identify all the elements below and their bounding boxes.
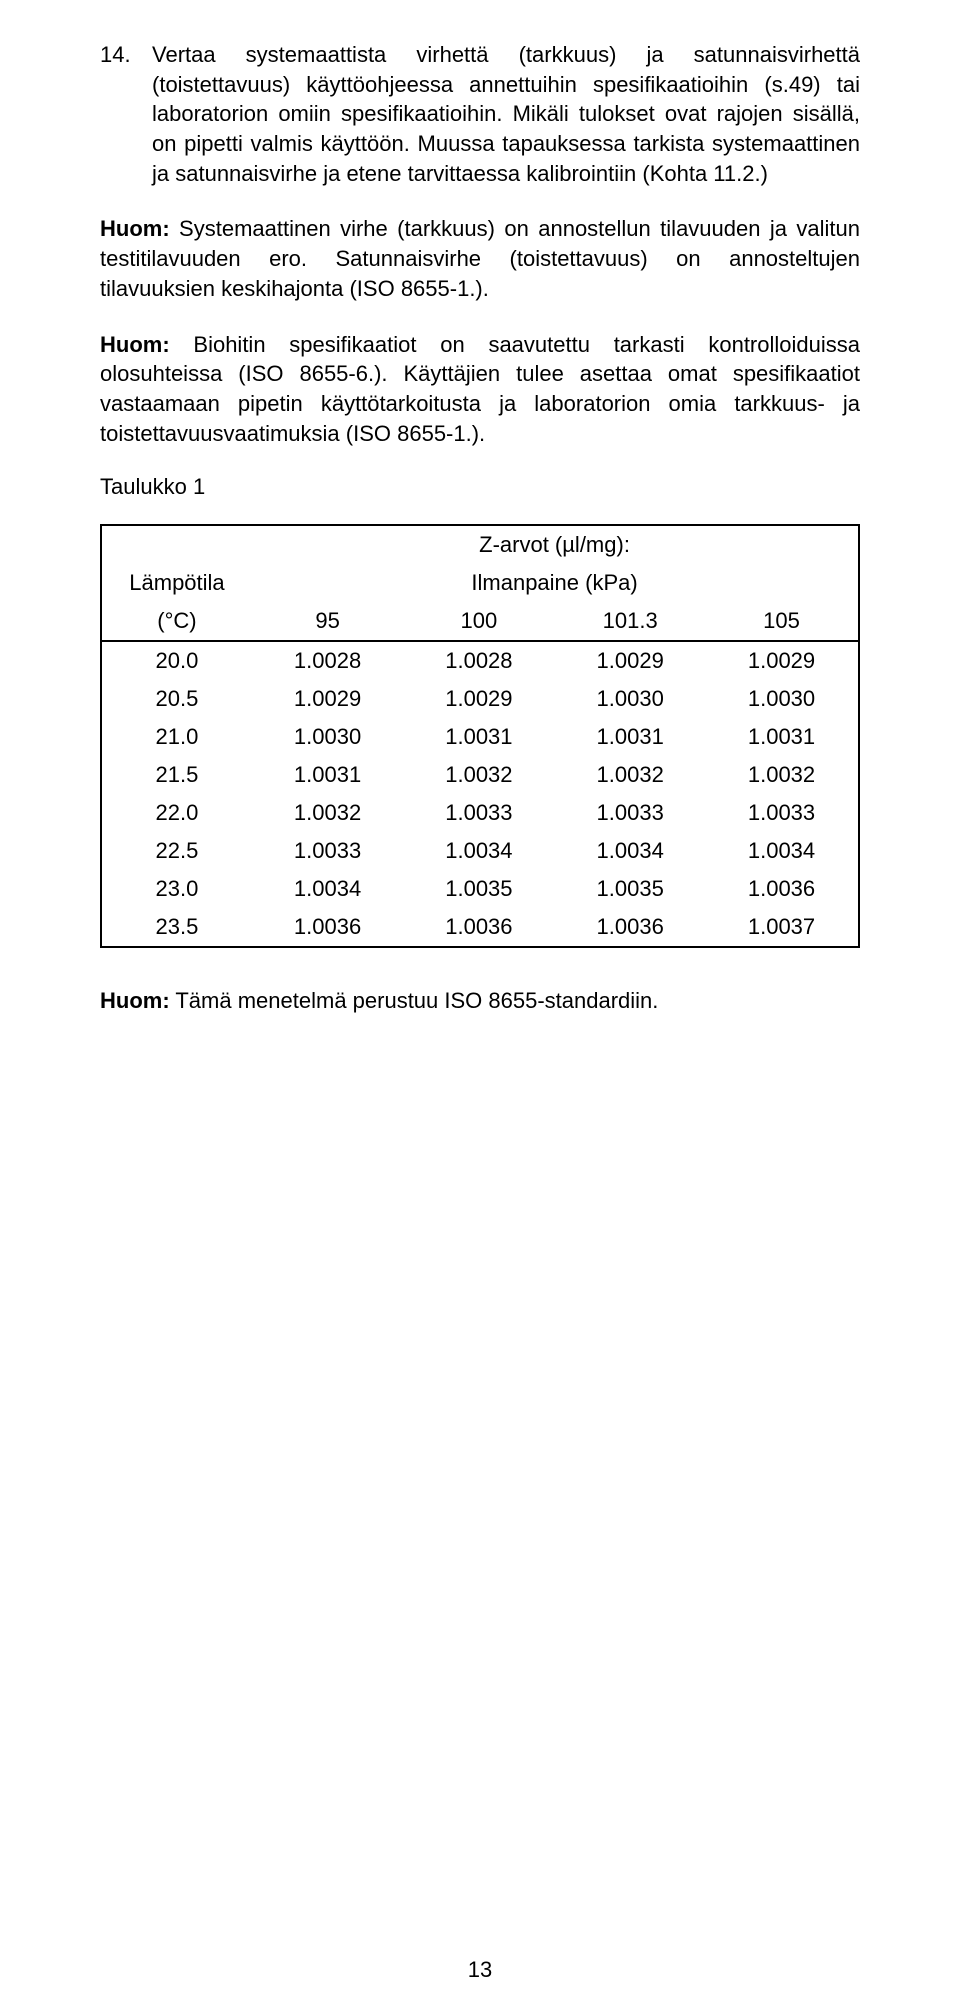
note-2: Huom: Biohitin spesifikaatiot on saavute… [100, 330, 860, 449]
z-header-text: Z-arvot (µl/mg): [479, 532, 630, 557]
value-cell: 1.0036 [555, 908, 706, 947]
value-cell: 1.0037 [706, 908, 857, 947]
table-row: 23.5 1.0036 1.0036 1.0036 1.0037 [101, 908, 859, 947]
temp-cell: 21.0 [101, 718, 252, 756]
temp-cell: 21.5 [101, 756, 252, 794]
table-edge [857, 832, 859, 870]
table-title: Taulukko 1 [100, 474, 860, 500]
pressure-col-2: 101.3 [555, 602, 706, 641]
value-cell: 1.0032 [252, 794, 403, 832]
value-cell: 1.0029 [555, 641, 706, 680]
table-edge [857, 870, 859, 908]
value-cell: 1.0030 [252, 718, 403, 756]
table-edge [857, 908, 859, 947]
pressure-col-0: 95 [252, 602, 403, 641]
table-row: 21.5 1.0031 1.0032 1.0032 1.0032 [101, 756, 859, 794]
table-row: 20.0 1.0028 1.0028 1.0029 1.0029 [101, 641, 859, 680]
table-row: 21.0 1.0030 1.0031 1.0031 1.0031 [101, 718, 859, 756]
value-cell: 1.0031 [555, 718, 706, 756]
value-cell: 1.0029 [403, 680, 554, 718]
value-cell: 1.0035 [555, 870, 706, 908]
value-cell: 1.0034 [706, 832, 857, 870]
table-row: 22.0 1.0032 1.0033 1.0033 1.0033 [101, 794, 859, 832]
list-body: Vertaa systemaattista virhettä (tarkkuus… [152, 40, 860, 188]
pressure-header: Ilmanpaine (kPa) [252, 564, 857, 602]
value-cell: 1.0029 [706, 641, 857, 680]
note-label: Huom: [100, 332, 170, 357]
value-cell: 1.0029 [252, 680, 403, 718]
note-1: Huom: Systemaattinen virhe (tarkkuus) on… [100, 214, 860, 303]
value-cell: 1.0028 [252, 641, 403, 680]
temp-cell: 22.0 [101, 794, 252, 832]
value-cell: 1.0036 [252, 908, 403, 947]
value-cell: 1.0035 [403, 870, 554, 908]
note-label: Huom: [100, 216, 170, 241]
z-header: Z-arvot (µl/mg): [252, 525, 857, 564]
value-cell: 1.0031 [252, 756, 403, 794]
value-cell: 1.0028 [403, 641, 554, 680]
table-row: 23.0 1.0034 1.0035 1.0035 1.0036 [101, 870, 859, 908]
list-number: 14. [100, 40, 152, 188]
note-text: Biohitin spesifikaatiot on saavutettu ta… [100, 332, 860, 446]
footer-note: Huom: Tämä menetelmä perustuu ISO 8655-s… [100, 988, 860, 1014]
col-header-temp-2: (°C) [101, 602, 252, 641]
page: 14. Vertaa systemaattista virhettä (tark… [0, 0, 960, 2013]
temp-cell: 23.0 [101, 870, 252, 908]
value-cell: 1.0033 [706, 794, 857, 832]
value-cell: 1.0032 [403, 756, 554, 794]
table-edge [857, 602, 859, 641]
table-row: 22.5 1.0033 1.0034 1.0034 1.0034 [101, 832, 859, 870]
value-cell: 1.0030 [555, 680, 706, 718]
table-edge [857, 564, 859, 602]
table-row: 20.5 1.0029 1.0029 1.0030 1.0030 [101, 680, 859, 718]
value-cell: 1.0036 [706, 870, 857, 908]
table-edge [857, 756, 859, 794]
page-number: 13 [0, 1957, 960, 1983]
note-text: Tämä menetelmä perustuu ISO 8655-standar… [170, 988, 659, 1013]
table-cell-empty [101, 525, 252, 564]
col-header-temp-1: Lämpötila [101, 564, 252, 602]
pressure-col-1: 100 [403, 602, 554, 641]
temp-cell: 23.5 [101, 908, 252, 947]
value-cell: 1.0033 [555, 794, 706, 832]
table-edge [857, 718, 859, 756]
value-cell: 1.0032 [706, 756, 857, 794]
table-edge [857, 525, 859, 564]
value-cell: 1.0031 [706, 718, 857, 756]
numbered-paragraph: 14. Vertaa systemaattista virhettä (tark… [100, 40, 860, 188]
note-text: Systemaattinen virhe (tarkkuus) on annos… [100, 216, 860, 300]
table-edge [857, 794, 859, 832]
value-cell: 1.0032 [555, 756, 706, 794]
value-cell: 1.0033 [252, 832, 403, 870]
value-cell: 1.0033 [403, 794, 554, 832]
temp-cell: 20.0 [101, 641, 252, 680]
value-cell: 1.0034 [555, 832, 706, 870]
table-edge [857, 680, 859, 718]
value-cell: 1.0031 [403, 718, 554, 756]
table-edge [857, 641, 859, 680]
z-table: Z-arvot (µl/mg): Lämpötila Ilmanpaine (k… [100, 524, 860, 948]
temp-cell: 22.5 [101, 832, 252, 870]
note-label: Huom: [100, 988, 170, 1013]
pressure-col-3: 105 [706, 602, 857, 641]
value-cell: 1.0030 [706, 680, 857, 718]
value-cell: 1.0034 [252, 870, 403, 908]
value-cell: 1.0034 [403, 832, 554, 870]
temp-cell: 20.5 [101, 680, 252, 718]
value-cell: 1.0036 [403, 908, 554, 947]
